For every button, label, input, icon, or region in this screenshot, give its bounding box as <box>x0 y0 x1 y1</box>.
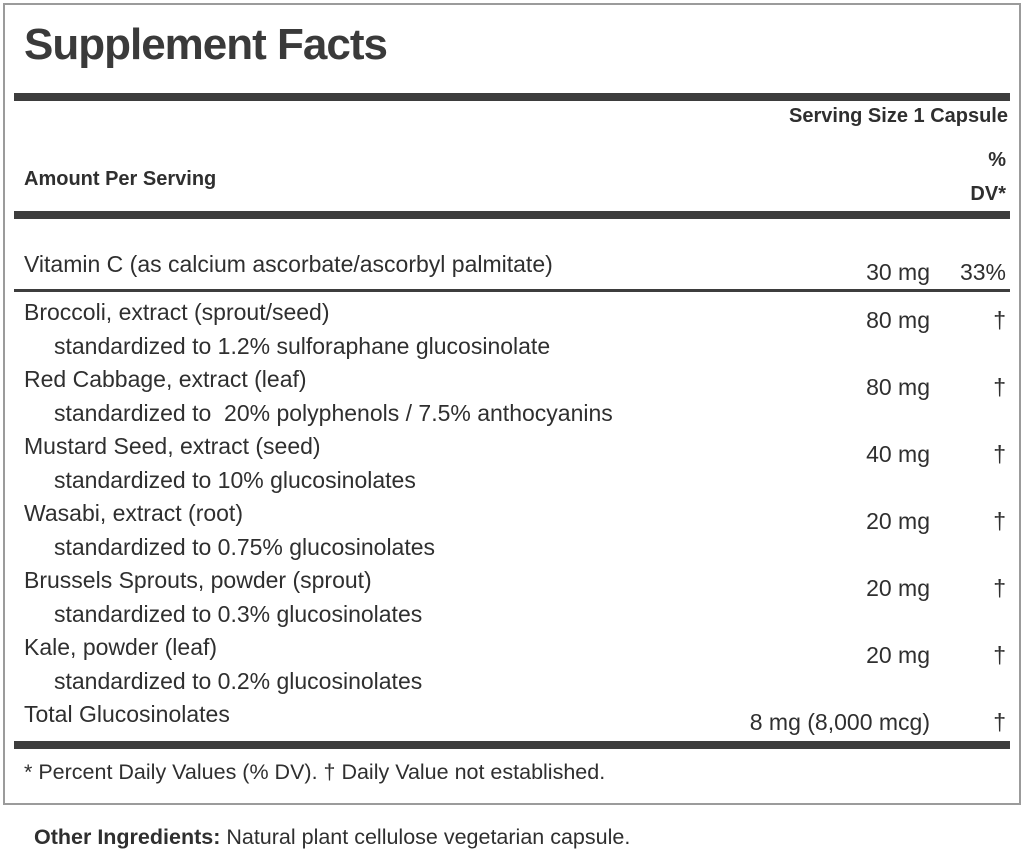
divider-bar-title <box>14 93 1010 101</box>
amount-value: 80 mg <box>866 307 930 333</box>
other-ingredients-label: Other Ingredients: <box>34 825 221 849</box>
row-main: Broccoli, extract (sprout/seed) 80 mg † <box>14 299 1010 333</box>
other-ingredients-text: Natural plant cellulose vegetarian capsu… <box>220 825 631 849</box>
dv-header-dv: DV* <box>970 183 1006 205</box>
row-main: Vitamin C (as calcium ascorbate/ascorbyl… <box>14 251 1010 285</box>
ingredient-name: Kale, powder (leaf) <box>24 634 218 660</box>
amount-value: 80 mg <box>866 374 930 400</box>
standardization-note: standardized to 0.2% glucosinolates <box>54 668 423 694</box>
amount-value: 40 mg <box>866 441 930 467</box>
other-ingredients: Other Ingredients: Natural plant cellulo… <box>34 824 630 850</box>
footnote: * Percent Daily Values (% DV). † Daily V… <box>24 760 606 784</box>
ingredient-name: Total Glucosinolates <box>24 701 230 727</box>
percent-dv-header: % DV* <box>970 143 1010 211</box>
table-row: Red Cabbage, extract (leaf) 80 mg † stan… <box>14 366 1010 426</box>
dv-value: † <box>993 441 1006 467</box>
amount-value: 8 mg (8,000 mcg) <box>749 709 930 735</box>
ingredient-name: Vitamin C (as calcium ascorbate/ascorbyl… <box>24 251 553 277</box>
table-row: Kale, powder (leaf) 20 mg † standardized… <box>14 634 1010 694</box>
column-headers: Amount Per Serving % DV* <box>14 143 1010 211</box>
standardization-note: standardized to 0.75% glucosinolates <box>54 534 436 560</box>
row-main: Total Glucosinolates 8 mg (8,000 mcg) † <box>14 701 1010 735</box>
amount-value: 20 mg <box>866 575 930 601</box>
amount-value: 20 mg <box>866 508 930 534</box>
dv-value: † <box>993 575 1006 601</box>
row-main: Brussels Sprouts, powder (sprout) 20 mg … <box>14 567 1010 601</box>
standardization-note: standardized to 1.2% sulforaphane glucos… <box>54 333 551 359</box>
table-row: Total Glucosinolates 8 mg (8,000 mcg) † <box>14 701 1010 735</box>
serving-size: Serving Size 1 Capsule <box>789 105 1008 127</box>
ingredient-name: Red Cabbage, extract (leaf) <box>24 366 307 392</box>
supplement-facts-panel: Supplement Facts Serving Size 1 Capsule … <box>3 3 1021 805</box>
table-row: Brussels Sprouts, powder (sprout) 20 mg … <box>14 567 1010 627</box>
dv-value: † <box>993 307 1006 333</box>
amount-per-serving-header: Amount Per Serving <box>24 168 217 190</box>
amount-value: 30 mg <box>866 259 930 285</box>
table-row: Broccoli, extract (sprout/seed) 80 mg † … <box>14 299 1010 359</box>
table-row: Mustard Seed, extract (seed) 40 mg † sta… <box>14 433 1010 493</box>
ingredient-name: Brussels Sprouts, powder (sprout) <box>24 567 372 593</box>
row-main: Mustard Seed, extract (seed) 40 mg † <box>14 433 1010 467</box>
dv-value: † <box>993 508 1006 534</box>
dv-value: † <box>993 374 1006 400</box>
table-row: Wasabi, extract (root) 20 mg † standardi… <box>14 500 1010 560</box>
ingredient-name: Broccoli, extract (sprout/seed) <box>24 299 330 325</box>
divider-bar-header <box>14 211 1010 219</box>
row-main: Red Cabbage, extract (leaf) 80 mg † <box>14 366 1010 400</box>
dv-value: † <box>993 709 1006 735</box>
row-main: Wasabi, extract (root) 20 mg † <box>14 500 1010 534</box>
dv-header-percent: % <box>988 149 1006 171</box>
ingredient-name: Wasabi, extract (root) <box>24 500 243 526</box>
standardization-note: standardized to 20% polyphenols / 7.5% a… <box>54 400 613 426</box>
table-row: Vitamin C (as calcium ascorbate/ascorbyl… <box>14 251 1010 292</box>
dv-value: † <box>993 642 1006 668</box>
standardization-note: standardized to 0.3% glucosinolates <box>54 601 423 627</box>
ingredient-name: Mustard Seed, extract (seed) <box>24 433 321 459</box>
divider-bar-footnote <box>14 741 1010 749</box>
ingredient-table: Vitamin C (as calcium ascorbate/ascorbyl… <box>14 219 1010 735</box>
standardization-note: standardized to 10% glucosinolates <box>54 467 416 493</box>
row-main: Kale, powder (leaf) 20 mg † <box>14 634 1010 668</box>
row-divider <box>14 289 1010 292</box>
amount-value: 20 mg <box>866 642 930 668</box>
dv-value: 33% <box>959 259 1006 285</box>
panel-title: Supplement Facts <box>24 20 388 69</box>
